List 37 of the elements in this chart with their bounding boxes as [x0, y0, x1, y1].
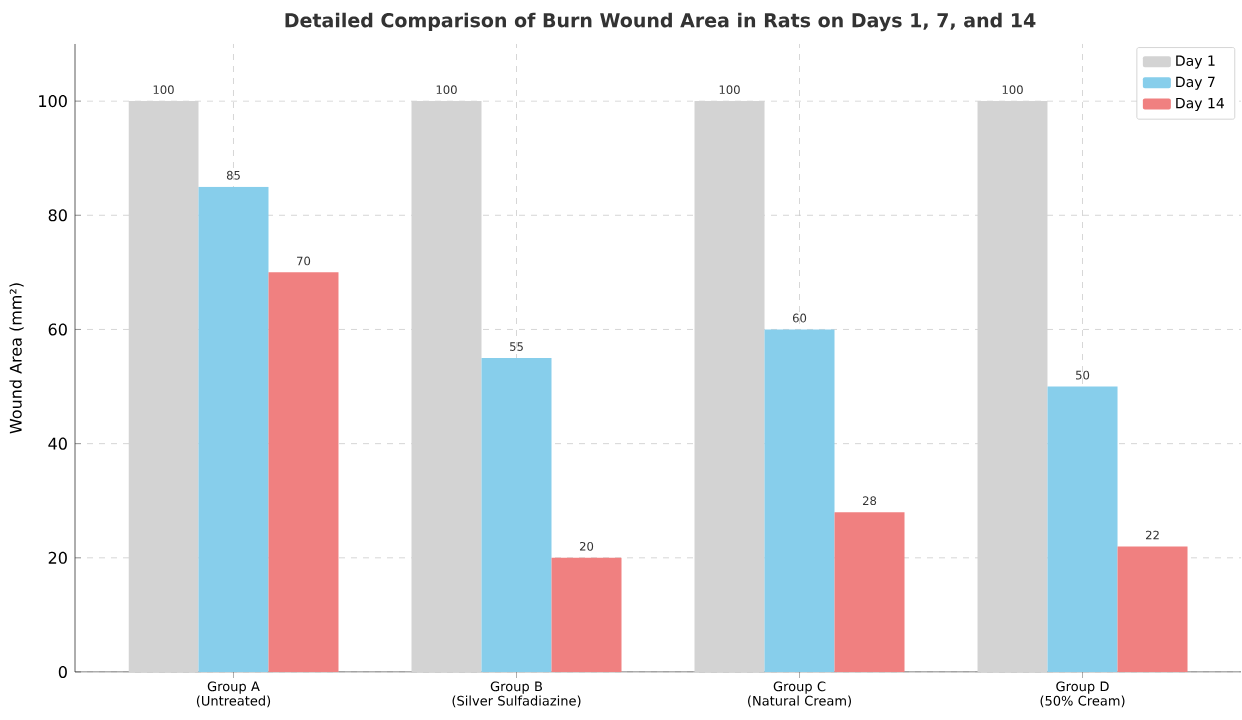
data-label: 50	[1076, 370, 1090, 380]
bar	[977, 101, 1048, 672]
y-tick-label: 20	[48, 551, 67, 564]
y-tick-label: 60	[48, 323, 67, 336]
data-label: 100	[436, 85, 457, 95]
data-label: 28	[862, 496, 877, 506]
data-label: 100	[1002, 85, 1023, 95]
bar	[834, 512, 905, 672]
data-label: 20	[579, 541, 594, 551]
legend-label: Day 14	[1176, 97, 1224, 112]
data-label: 100	[719, 85, 740, 95]
legend-label: Day 7	[1176, 76, 1215, 90]
bar	[128, 101, 199, 672]
y-tick-label: 100	[39, 95, 67, 108]
x-tick-label: Group A (Untreated)	[196, 681, 271, 708]
bar	[481, 358, 552, 672]
data-label: 70	[297, 256, 311, 266]
y-tick-label: 80	[48, 209, 67, 222]
x-tick-label: Group B (Silver Sulfadiazine)	[452, 681, 581, 708]
data-label: 60	[792, 313, 807, 323]
bar	[198, 186, 269, 672]
data-label: 100	[153, 85, 174, 95]
bar	[551, 557, 622, 672]
bar	[268, 272, 339, 672]
data-label: 55	[510, 342, 523, 351]
bar	[1047, 386, 1118, 672]
y-tick-label: 40	[48, 437, 67, 450]
x-tick-label: Group C (Natural Cream)	[748, 681, 851, 708]
data-label: 22	[1145, 530, 1159, 540]
legend-label: Day 1	[1176, 55, 1215, 69]
bar	[764, 329, 835, 672]
x-tick-label: Group D (50% Cream)	[1040, 681, 1125, 708]
y-axis-title: Wound Area (mm²)	[9, 283, 24, 434]
y-tick-label: 0	[58, 665, 67, 679]
data-label: 85	[226, 170, 240, 180]
bar	[1117, 546, 1188, 672]
chart-title: Detailed Comparison of Burn Wound Area in Rats on Days 1, 7, and 14	[285, 12, 1036, 32]
